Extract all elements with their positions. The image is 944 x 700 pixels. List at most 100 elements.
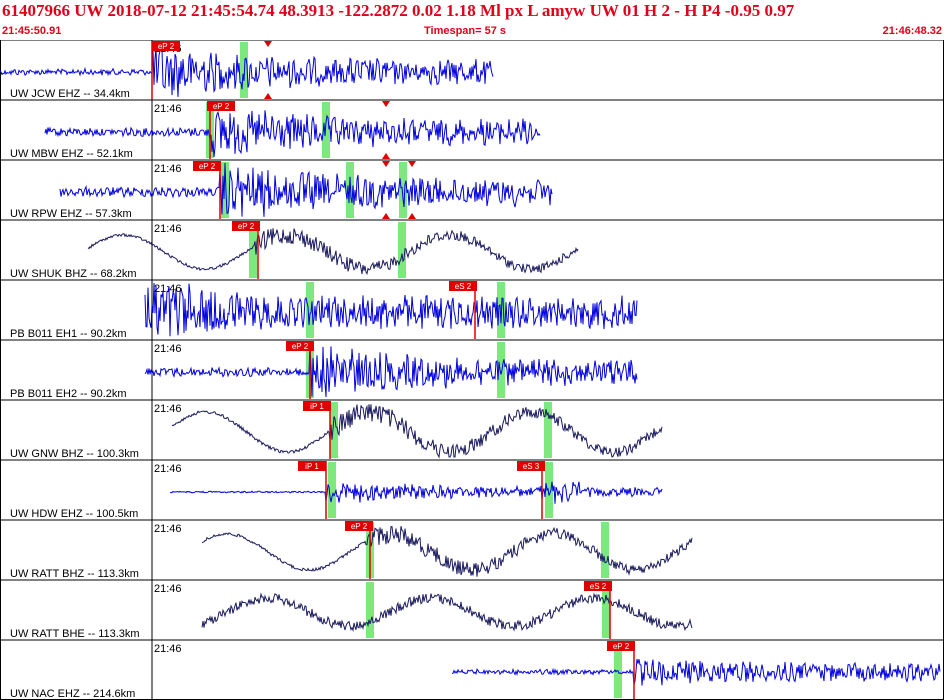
waveform-trace (169, 481, 663, 504)
pick-label-box[interactable] (517, 461, 545, 471)
pick-label-text: eP 2 (613, 642, 630, 651)
waveform-trace (144, 342, 638, 398)
pick-label-text: eP 2 (158, 42, 175, 51)
pick-window-highlight (497, 282, 505, 338)
station-label: UW JCW EHZ -- 34.4km (10, 88, 130, 100)
pick-window-highlight (398, 222, 406, 278)
arrival-marker-bottom (382, 153, 390, 159)
station-label: UW SHUK BHZ -- 68.2km (10, 268, 137, 280)
waveform-trace (201, 592, 693, 633)
waveform-trace (87, 228, 579, 276)
pick-window-highlight (544, 402, 552, 458)
seismogram-canvas[interactable]: 21:46 eP 2 UW JCW EHZ -- 34.4km 21:46 eP 2 UW… (0, 40, 944, 700)
waveform-trace (144, 282, 638, 337)
pick-label-box[interactable] (207, 101, 235, 111)
arrival-marker-bottom (382, 213, 390, 219)
pick-window-highlight (602, 582, 610, 638)
pick-window-highlight (614, 642, 622, 698)
pick-label-text: eP 2 (213, 102, 230, 111)
arrival-marker-bottom (408, 213, 416, 219)
pick-window-highlight (601, 522, 609, 578)
panel-time-label: 21:46 (154, 583, 182, 595)
pick-window-highlight (240, 42, 248, 98)
pick-window-highlight (322, 102, 330, 158)
panel-time-label: 21:46 (154, 523, 182, 535)
station-label: PB B011 EH1 -- 90.2km (10, 328, 127, 340)
station-panel[interactable]: 21:46 eS 2 UW RATT BHE -- 113.3km (10, 581, 693, 640)
arrival-marker-top (408, 161, 416, 167)
pick-label-box[interactable] (584, 581, 612, 591)
panel-time-label: 21:46 (154, 403, 182, 415)
station-label: UW HDW EHZ -- 100.5km (10, 508, 138, 520)
waveform-trace (59, 162, 553, 217)
arrival-marker-top (382, 101, 390, 107)
station-label: UW MBW EHZ -- 52.1km (10, 148, 133, 160)
header-bar: 61407966 UW 2018-07-12 21:45:54.74 48.39… (0, 0, 944, 40)
pick-label-box[interactable] (232, 221, 260, 231)
station-panel[interactable]: 21:46 eP 2 UW RPW EHZ -- 57.3km (10, 161, 553, 220)
pick-label-text: eS 3 (523, 462, 540, 471)
pick-window-highlight (346, 162, 354, 218)
arrival-marker-bottom (264, 93, 272, 99)
station-label: UW GNW BHZ -- 100.3km (10, 448, 139, 460)
pick-label-text: eS 2 (455, 282, 472, 291)
pick-window-highlight (497, 342, 505, 398)
station-label: UW RPW EHZ -- 57.3km (10, 208, 132, 220)
waveform-trace (0, 45, 494, 97)
pick-window-highlight (328, 462, 336, 518)
station-panel[interactable]: 21:46 eP 2 UW NAC EHZ -- 214.6km (10, 641, 941, 700)
panel-time-label: 21:46 (154, 643, 182, 655)
station-label: UW RATT BHE -- 113.3km (10, 628, 140, 640)
pick-label-text: iP 1 (310, 402, 324, 411)
pick-window-highlight (221, 162, 229, 218)
panel-time-label: 21:46 (154, 103, 182, 115)
station-label: UW NAC EHZ -- 214.6km (10, 688, 135, 700)
pick-label-text: eP 2 (199, 162, 216, 171)
arrival-marker-top (382, 161, 390, 167)
pick-label-box[interactable] (286, 341, 314, 351)
station-panel[interactable]: 21:46 eS 2 PB B011 EH1 -- 90.2km (10, 281, 638, 340)
station-panel[interactable]: 21:46 eP 2 UW MBW EHZ -- 52.1km (10, 101, 541, 160)
station-panel[interactable]: 21:46 eP 2 PB B011 EH2 -- 90.2km (10, 341, 638, 400)
station-label: PB B011 EH2 -- 90.2km (10, 388, 127, 400)
pick-label-box[interactable] (345, 521, 373, 531)
event-summary-title: 61407966 UW 2018-07-12 21:45:54.74 48.39… (2, 1, 795, 20)
start-time-label: 21:45:50.91 (2, 25, 62, 37)
station-panel[interactable]: 21:46 iP 1 UW GNW BHZ -- 100.3km (10, 401, 663, 460)
pick-window-highlight (330, 402, 338, 458)
pick-window-highlight (399, 162, 407, 218)
panel-time-label: 21:46 (154, 223, 182, 235)
panel-time-label: 21:46 (154, 283, 182, 295)
pick-window-highlight (366, 582, 374, 638)
pick-label-box[interactable] (298, 461, 326, 471)
pick-window-highlight (545, 462, 553, 518)
pick-label-box[interactable] (607, 641, 635, 651)
end-time-label: 21:46:48.32 (882, 25, 942, 37)
waveform-trace (451, 658, 941, 686)
pick-label-box[interactable] (449, 281, 477, 291)
station-panel[interactable]: 21:46 eP 2 UW SHUK BHZ -- 68.2km (10, 221, 579, 280)
station-panel[interactable]: 21:46 eP 2 UW RATT BHZ -- 113.3km (10, 521, 693, 580)
pick-window-highlight (306, 282, 314, 338)
panel-time-label: 21:46 (154, 163, 182, 175)
timespan-label: Timespan= 57 s (424, 25, 507, 37)
pick-label-box[interactable] (152, 41, 180, 51)
station-panel[interactable]: 21:46 iP 1 eS 3 UW HDW EHZ -- 100.5km (10, 461, 663, 520)
pick-label-text: iP 1 (305, 462, 319, 471)
waveform-trace (44, 110, 541, 158)
waveform-trace (171, 404, 663, 459)
waveform-trace (201, 526, 693, 577)
pick-label-box[interactable] (303, 401, 331, 411)
seismogram-panels[interactable]: 21:46 eP 2 UW JCW EHZ -- 34.4km 21:46 eP 2 UW… (0, 40, 944, 700)
pick-label-text: eP 2 (351, 522, 368, 531)
pick-label-text: eP 2 (292, 342, 309, 351)
arrival-marker-top (264, 41, 272, 47)
station-label: UW RATT BHZ -- 113.3km (10, 568, 139, 580)
pick-label-text: eP 2 (238, 222, 255, 231)
panel-time-label: 21:46 (154, 343, 182, 355)
panel-time-label: 21:46 (154, 463, 182, 475)
pick-label-box[interactable] (193, 161, 221, 171)
pick-label-text: eS 2 (590, 582, 607, 591)
pick-window-highlight (249, 222, 257, 278)
